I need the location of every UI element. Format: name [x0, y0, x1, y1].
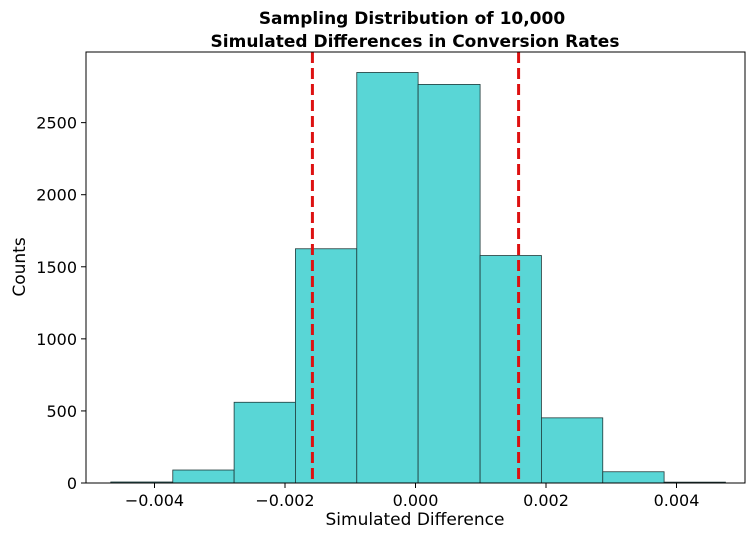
histogram-bar-3 [233, 401, 296, 484]
histogram-bar-6 [417, 84, 481, 484]
chart-title-line-1: Sampling Distribution of 10,000 [259, 9, 566, 29]
y-tick-label-1: 0 [67, 474, 77, 493]
x-tick-label-5: 0.004 [654, 491, 700, 510]
y-tick-label-5: 2000 [36, 186, 77, 205]
plot-area-frame [85, 51, 746, 484]
x-tick-label-4: 0.002 [523, 491, 569, 510]
x-tick-label-1: −0.004 [125, 491, 184, 510]
x-axis-label: Simulated Difference [326, 510, 505, 530]
histogram-bar-5 [356, 72, 419, 484]
histogram-bar-2 [172, 469, 235, 484]
chart-title-line-2: Simulated Differences in Conversion Rate… [211, 32, 620, 52]
histogram-bars [110, 72, 726, 484]
x-axis-ticks: −0.004 −0.002 0.000 0.002 0.004 [125, 483, 699, 510]
reference-lines [310, 52, 521, 483]
y-tick-label-3: 1000 [36, 330, 77, 349]
histogram-bar-8 [541, 417, 604, 484]
y-tick-label-6: 2500 [36, 114, 77, 133]
y-tick-label-2: 500 [46, 402, 77, 421]
x-tick-label-3: 0.000 [393, 491, 439, 510]
x-tick-label-2: −0.002 [255, 491, 314, 510]
y-tick-label-4: 1500 [36, 258, 77, 277]
y-axis-ticks: 0 500 1000 1500 2000 2500 [36, 114, 86, 493]
histogram-bar-9 [602, 471, 665, 484]
histogram-bar-7 [479, 255, 542, 484]
y-axis-label: Counts [10, 237, 30, 296]
histogram-bar-4 [295, 248, 358, 484]
